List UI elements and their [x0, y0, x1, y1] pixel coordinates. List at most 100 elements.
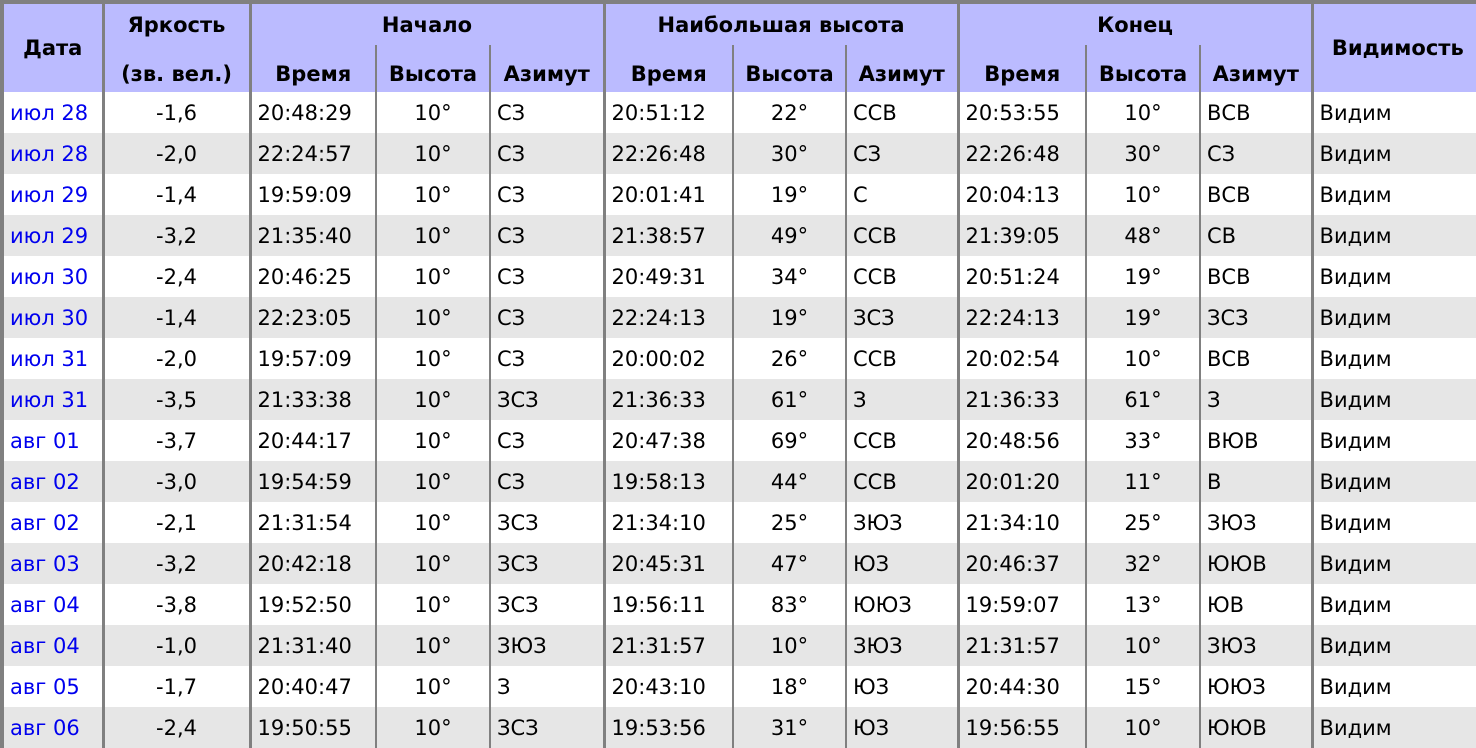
date-link[interactable]: авг 05 — [10, 674, 80, 699]
cell-visibility: Видим — [1310, 584, 1476, 625]
table-row: авг 02 -2,1 21:31:54 10° ЗСЗ 21:34:10 25° ЗЮЗ 21… — [2, 502, 1476, 543]
cell-start-altitude: 10° — [375, 502, 490, 543]
table-row: июл 30 -1,4 22:23:05 10° СЗ 22:24:13 19° ЗСЗ 22:… — [2, 297, 1476, 338]
date-link[interactable]: авг 02 — [10, 510, 80, 535]
cell-max-altitude: 83° — [732, 584, 847, 625]
cell-max-azimuth: ССВ — [845, 215, 959, 256]
date-link[interactable]: авг 04 — [2, 625, 103, 666]
header-brightness: Яркость — [101, 2, 250, 45]
cell-start-time: 21:31:54 — [248, 502, 376, 543]
cell-start-azimuth: ЗЮЗ — [488, 625, 605, 666]
cell-start-altitude: 10° — [375, 707, 490, 748]
cell-end-time: 21:31:57 — [956, 625, 1087, 666]
table-row: авг 06 -2,4 19:50:55 10° ЗСЗ 19:53:56 31° ЮЗ 19:… — [2, 707, 1476, 748]
cell-end-altitude: 61° — [1085, 379, 1201, 420]
cell-max-azimuth: СЗ — [845, 133, 959, 174]
cell-start-time: 22:24:57 — [248, 133, 376, 174]
cell-start-altitude: 10° — [375, 256, 490, 297]
cell-start-time: 22:23:05 — [248, 297, 376, 338]
date-link[interactable]: июл 31 — [2, 379, 103, 420]
header-max-altitude: Наибольшая высота — [602, 2, 959, 45]
cell-max-altitude: 19° — [732, 297, 847, 338]
cell-max-time: 20:51:12 — [602, 92, 734, 133]
cell-max-time: 20:49:31 — [602, 256, 734, 297]
cell-start-azimuth: З — [488, 666, 605, 707]
cell-end-azimuth: ЮЮВ — [1199, 707, 1313, 748]
cell-max-altitude: 47° — [732, 543, 847, 584]
date-link[interactable]: авг 01 — [10, 428, 80, 453]
date-link[interactable]: июл 30 — [10, 264, 89, 289]
cell-max-altitude: 31° — [732, 707, 847, 748]
cell-end-altitude: 10° — [1085, 92, 1201, 133]
cell-end-time: 20:48:56 — [956, 420, 1087, 461]
cell-brightness: -1,7 — [101, 666, 250, 707]
header-end: Конец — [956, 2, 1313, 45]
cell-max-altitude: 49° — [732, 215, 847, 256]
date-link[interactable]: авг 03 — [2, 543, 103, 584]
cell-end-time: 22:24:13 — [956, 297, 1087, 338]
header-start-altitude: Высота — [375, 45, 490, 92]
cell-max-time: 21:36:33 — [602, 379, 734, 420]
cell-start-time: 19:52:50 — [248, 584, 376, 625]
cell-max-time: 21:31:57 — [602, 625, 734, 666]
cell-end-azimuth: ВСВ — [1199, 174, 1313, 215]
cell-brightness: -3,7 — [101, 420, 250, 461]
date-link[interactable]: июл 30 — [2, 297, 103, 338]
cell-max-time: 20:00:02 — [602, 338, 734, 379]
cell-end-altitude: 13° — [1085, 584, 1201, 625]
cell-start-altitude: 10° — [375, 666, 490, 707]
cell-max-altitude: 26° — [732, 338, 847, 379]
cell-brightness: -2,1 — [101, 502, 250, 543]
cell-end-time: 19:56:55 — [956, 707, 1087, 748]
cell-max-azimuth: ССВ — [845, 92, 959, 133]
cell-max-azimuth: ССВ — [845, 256, 959, 297]
cell-start-altitude: 10° — [375, 584, 490, 625]
date-link[interactable]: авг 02 — [2, 461, 103, 502]
header-max-altitude-value: Высота — [732, 45, 847, 92]
cell-start-time: 20:48:29 — [248, 92, 376, 133]
cell-start-azimuth: ЗСЗ — [488, 707, 605, 748]
cell-visibility: Видим — [1310, 625, 1476, 666]
date-link[interactable]: июл 28 — [2, 133, 103, 174]
cell-end-azimuth: ВСВ — [1199, 256, 1313, 297]
cell-visibility: Видим — [1310, 215, 1476, 256]
cell-visibility: Видим — [1310, 420, 1476, 461]
cell-start-time: 19:50:55 — [248, 707, 376, 748]
table-row: авг 05 -1,7 20:40:47 10° З 20:43:10 18° ЮЗ 20:44… — [2, 666, 1476, 707]
cell-max-time: 19:56:11 — [602, 584, 734, 625]
cell-brightness: -1,0 — [101, 625, 250, 666]
cell-start-azimuth: ЗСЗ — [488, 379, 605, 420]
cell-max-altitude: 61° — [732, 379, 847, 420]
cell-start-azimuth: ЗСЗ — [488, 543, 605, 584]
date-link[interactable]: авг 06 — [2, 707, 103, 748]
date-link[interactable]: июл 29 — [2, 215, 103, 256]
date-link[interactable]: июл 31 — [10, 346, 89, 371]
cell-end-azimuth: ВЮВ — [1199, 420, 1313, 461]
cell-max-time: 20:01:41 — [602, 174, 734, 215]
cell-max-altitude: 30° — [732, 133, 847, 174]
cell-end-azimuth: З — [1199, 379, 1313, 420]
cell-start-time: 19:54:59 — [248, 461, 376, 502]
cell-start-time: 20:44:17 — [248, 420, 376, 461]
cell-start-azimuth: СЗ — [488, 420, 605, 461]
cell-start-altitude: 10° — [375, 379, 490, 420]
cell-visibility: Видим — [1310, 133, 1476, 174]
cell-start-azimuth: СЗ — [488, 215, 605, 256]
header-date[interactable]: Дата — [2, 2, 103, 92]
header-visibility: Видимость — [1310, 2, 1476, 92]
cell-brightness: -1,4 — [101, 174, 250, 215]
date-link[interactable]: авг 04 — [10, 592, 80, 617]
header-start: Начало — [248, 2, 605, 45]
date-link[interactable]: июл 28 — [10, 100, 89, 125]
cell-start-altitude: 10° — [375, 297, 490, 338]
cell-start-altitude: 10° — [375, 174, 490, 215]
cell-start-altitude: 10° — [375, 338, 490, 379]
table-row: авг 04 -3,8 19:52:50 10° ЗСЗ 19:56:11 83° ЮЮЗ 19… — [2, 584, 1476, 625]
cell-start-azimuth: СЗ — [488, 133, 605, 174]
cell-max-azimuth: ЗЮЗ — [845, 502, 959, 543]
cell-end-altitude: 48° — [1085, 215, 1201, 256]
cell-start-time: 20:46:25 — [248, 256, 376, 297]
cell-end-azimuth: ЮЮВ — [1199, 543, 1313, 584]
date-link[interactable]: июл 29 — [10, 182, 89, 207]
cell-end-time: 19:59:07 — [956, 584, 1087, 625]
